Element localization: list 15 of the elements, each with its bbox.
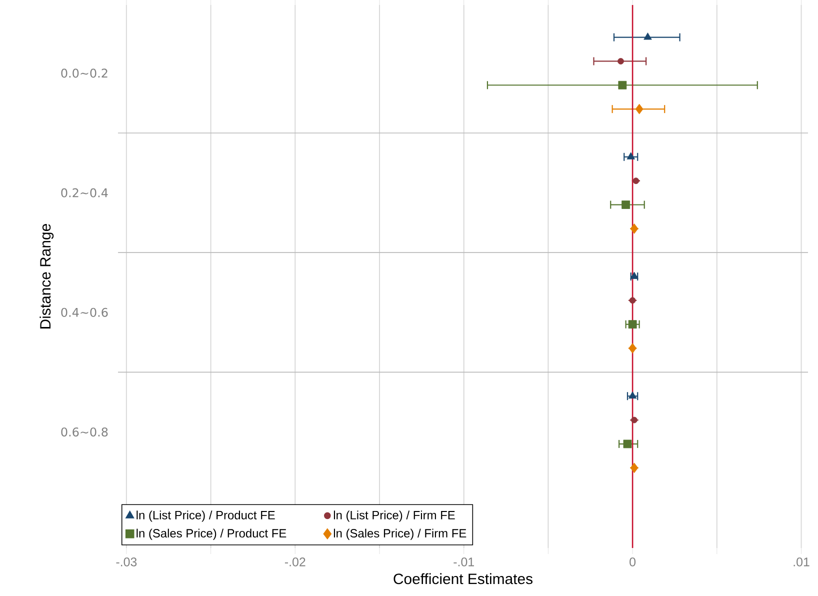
legend-label: ln (Sales Price) / Product FE xyxy=(136,528,286,540)
y-tick-label: 0.0∼0.2 xyxy=(61,68,108,78)
y-tick-label: 0.6∼0.8 xyxy=(61,427,108,437)
x-tick-label: -.02 xyxy=(284,558,306,566)
legend-label: ln (Sales Price) / Firm FE xyxy=(334,528,466,540)
x-tick-label: .01 xyxy=(794,558,810,566)
legend-label: ln (List Price) / Firm FE xyxy=(334,510,455,522)
x-tick-label: 0 xyxy=(630,558,636,566)
x-axis-title: Coefficient Estimates xyxy=(394,573,532,584)
y-tick-label: 0.4∼0.6 xyxy=(61,308,108,317)
x-tick-label: -.03 xyxy=(116,558,137,566)
y-tick-label: 0.2∼0.4 xyxy=(61,188,108,198)
legend-label: ln (List Price) / Product FE xyxy=(136,510,275,522)
y-axis-title: Distance Range xyxy=(40,224,54,328)
x-tick-label: -.01 xyxy=(454,558,474,566)
